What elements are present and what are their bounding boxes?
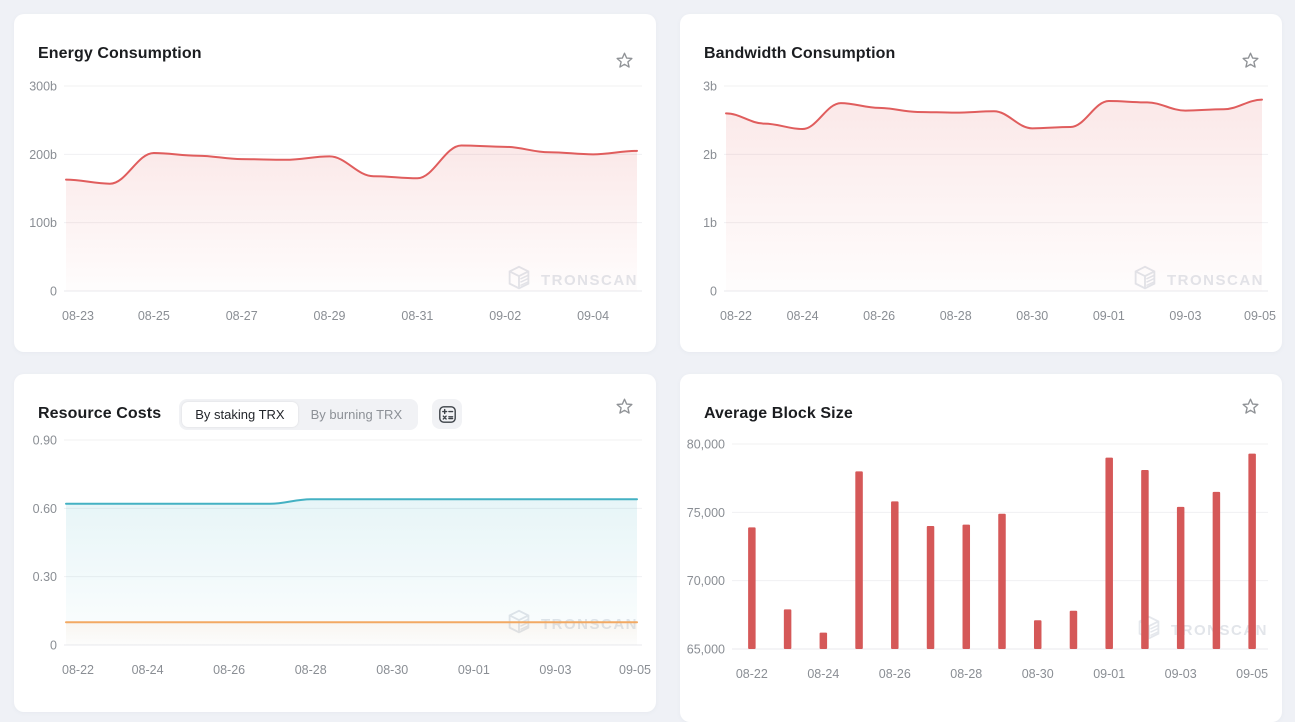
svg-text:09-05: 09-05 (1236, 667, 1268, 681)
svg-text:09-01: 09-01 (1093, 309, 1125, 323)
favorite-star-icon[interactable] (1240, 50, 1260, 70)
svg-text:08-31: 08-31 (401, 309, 433, 323)
svg-text:0.30: 0.30 (33, 570, 57, 584)
svg-text:09-05: 09-05 (1244, 309, 1276, 323)
svg-text:09-03: 09-03 (539, 663, 571, 677)
resource-costs-card: Resource Costs By staking TRX By burning… (14, 374, 656, 712)
card-title: Average Block Size (704, 405, 853, 422)
svg-text:0: 0 (50, 285, 57, 299)
card-header: Bandwidth Consumption (680, 14, 1282, 70)
svg-text:0.60: 0.60 (33, 502, 57, 516)
svg-text:08-26: 08-26 (863, 309, 895, 323)
svg-text:200b: 200b (29, 148, 57, 162)
resource-mode-toggle: By staking TRX By burning TRX (179, 398, 419, 430)
favorite-star-icon[interactable] (614, 50, 634, 70)
svg-text:75,000: 75,000 (687, 506, 725, 520)
svg-text:3b: 3b (703, 80, 717, 94)
svg-text:09-02: 09-02 (489, 309, 521, 323)
svg-text:0: 0 (50, 639, 57, 653)
svg-text:08-22: 08-22 (720, 309, 752, 323)
svg-text:09-05: 09-05 (619, 663, 651, 677)
svg-text:08-30: 08-30 (1016, 309, 1048, 323)
svg-text:100b: 100b (29, 216, 57, 230)
chart-area[interactable]: 0 100b 200b 300b 08-23 08-25 08-27 08-29 08-31 09… (14, 80, 656, 348)
svg-text:08-28: 08-28 (950, 667, 982, 681)
svg-text:08-29: 08-29 (314, 309, 346, 323)
card-header: Energy Consumption (14, 14, 656, 70)
bandwidth-consumption-card: Bandwidth Consumption TRONSCAN 01b2b3b08… (680, 14, 1282, 352)
calculator-button[interactable] (432, 399, 463, 429)
svg-text:09-03: 09-03 (1165, 667, 1197, 681)
svg-text:08-30: 08-30 (1022, 667, 1054, 681)
svg-text:08-28: 08-28 (940, 309, 972, 323)
svg-text:80,000: 80,000 (687, 438, 725, 452)
chart-area[interactable]: 0 1b 2b 3b 08-22 08-24 08-26 08-28 08-30 09-01 09-… (680, 80, 1282, 348)
svg-text:08-25: 08-25 (138, 309, 170, 323)
svg-text:2b: 2b (703, 148, 717, 162)
svg-text:08-24: 08-24 (807, 667, 839, 681)
average-block-size-card: Average Block Size TRONSCAN 65,00070,000… (680, 374, 1282, 722)
svg-text:09-04: 09-04 (577, 309, 609, 323)
card-title: Resource Costs (38, 405, 162, 422)
svg-text:08-28: 08-28 (295, 663, 327, 677)
favorite-star-icon[interactable] (1240, 396, 1260, 416)
svg-text:0.90: 0.90 (33, 434, 57, 448)
svg-text:1b: 1b (703, 216, 717, 230)
favorite-star-icon[interactable] (614, 396, 634, 416)
svg-text:08-22: 08-22 (62, 663, 94, 677)
svg-text:09-01: 09-01 (458, 663, 490, 677)
chart-area[interactable]: 65,000 70,000 75,000 80,000 08-22 08-24 08-26 0… (680, 438, 1282, 706)
by-staking-trx-button[interactable]: By staking TRX (182, 401, 298, 427)
svg-text:09-03: 09-03 (1169, 309, 1201, 323)
svg-text:08-27: 08-27 (226, 309, 258, 323)
calculator-icon (437, 404, 458, 425)
svg-text:08-23: 08-23 (62, 309, 94, 323)
svg-text:65,000: 65,000 (687, 643, 725, 657)
chart-area[interactable]: 0 0.30 0.60 0.90 08-22 08-24 08-26 08-28 08-30 09… (14, 434, 656, 702)
svg-text:70,000: 70,000 (687, 574, 725, 588)
svg-text:08-24: 08-24 (132, 663, 164, 677)
energy-consumption-card: Energy Consumption TRONSCAN 0100b200b300… (14, 14, 656, 352)
svg-text:08-22: 08-22 (736, 667, 768, 681)
svg-text:08-26: 08-26 (213, 663, 245, 677)
card-header: Average Block Size (680, 374, 1282, 430)
svg-text:300b: 300b (29, 80, 57, 94)
by-burning-trx-button[interactable]: By burning TRX (298, 402, 416, 427)
card-title: Energy Consumption (38, 45, 202, 62)
svg-text:08-26: 08-26 (879, 667, 911, 681)
svg-text:0: 0 (710, 285, 717, 299)
svg-text:09-01: 09-01 (1093, 667, 1125, 681)
svg-text:08-24: 08-24 (787, 309, 819, 323)
svg-text:08-30: 08-30 (376, 663, 408, 677)
card-title: Bandwidth Consumption (704, 45, 896, 62)
card-header: Resource Costs By staking TRX By burning… (14, 374, 656, 430)
